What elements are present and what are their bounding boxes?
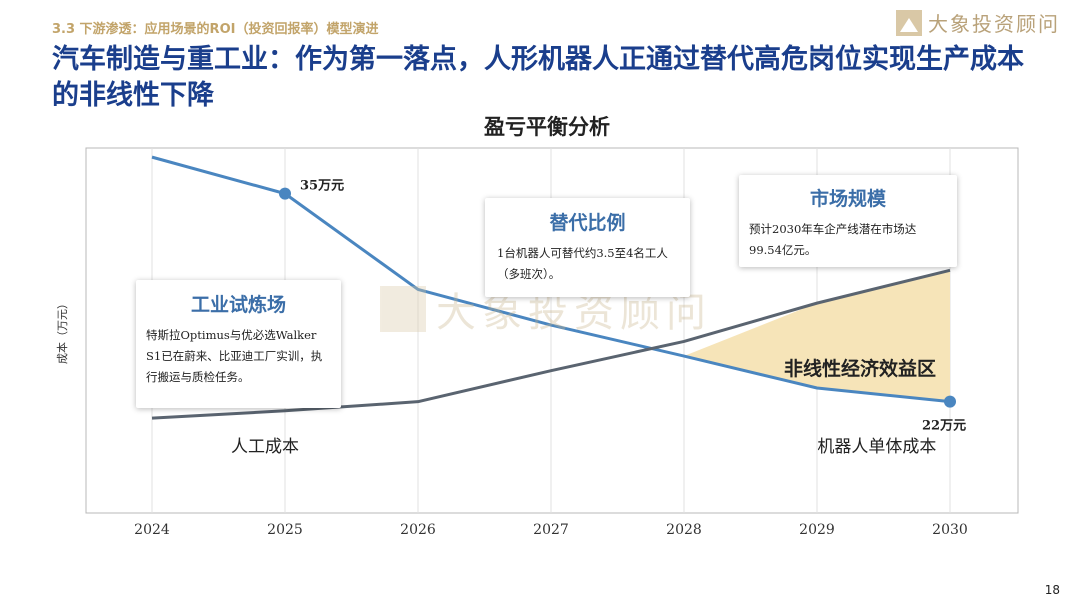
chart-title: 盈亏平衡分析 — [483, 114, 610, 139]
callout-market-size: 市场规模 预计2030年车企产线潜在市场达99.54亿元。 — [739, 175, 957, 267]
page-number: 18 — [1044, 583, 1060, 597]
callout-text: 预计2030年车企产线潜在市场达99.54亿元。 — [749, 222, 917, 257]
watermark-text: 大象投资顾问 — [436, 290, 712, 336]
logo-text: 大象投资顾问 — [928, 12, 1060, 36]
x-tick-label-2024: 2024 — [134, 522, 170, 538]
callout-title: 替代比例 — [549, 212, 626, 234]
data-point-2025 — [279, 187, 291, 200]
y-axis-label: 成本（万元） — [55, 298, 69, 364]
callout-text: 特斯拉Optimus与优必选Walker S1已在蔚来、比亚迪工厂实训，执行搬运… — [146, 328, 323, 384]
callout-title: 市场规模 — [809, 188, 886, 210]
x-tick-label-2028: 2028 — [666, 522, 702, 538]
region-label: 非线性经济效益区 — [784, 357, 936, 380]
data-label-2025: 35万元 — [300, 179, 344, 194]
section-label: 3.3 下游渗透：应用场景的ROI（投资回报率）模型演进 — [52, 22, 379, 37]
callout-text: 1台机器人可替代约3.5至4名工人（多班次）。 — [497, 246, 668, 281]
callout-replacement-ratio: 替代比例 1台机器人可替代约3.5至4名工人（多班次）。 — [485, 198, 690, 297]
x-tick-label-2025: 2025 — [267, 522, 303, 538]
x-tick-label-2027: 2027 — [533, 522, 569, 538]
data-point-2030 — [944, 395, 956, 408]
x-tick-label-2030: 2030 — [932, 522, 968, 538]
page-title: 汽车制造与重工业：作为第一落点，人形机器人正通过替代高危岗位实现生产成本的非线性… — [52, 44, 1024, 111]
x-tick-label-2029: 2029 — [799, 522, 835, 538]
callout-title: 工业试炼场 — [190, 294, 286, 316]
series-label-labor-cost: 人工成本 — [231, 437, 299, 457]
brand-logo: 大象投资顾问 — [896, 8, 1060, 37]
series-line-labor-cost — [151, 268, 951, 420]
mountain-logo-icon — [896, 9, 922, 36]
callout-industrial-trial: 工业试炼场 特斯拉Optimus与优必选Walker S1已在蔚来、比亚迪工厂实… — [136, 280, 341, 408]
series-label-robot-cost: 机器人单体成本 — [817, 437, 936, 457]
data-label-2030: 22万元 — [922, 419, 966, 434]
plot-frame — [85, 147, 1019, 514]
watermark: 大象投资顾问 — [380, 280, 712, 338]
watermark-logo-icon — [380, 286, 426, 332]
x-tick-label-2026: 2026 — [400, 522, 436, 538]
benefit-region — [684, 270, 950, 402]
